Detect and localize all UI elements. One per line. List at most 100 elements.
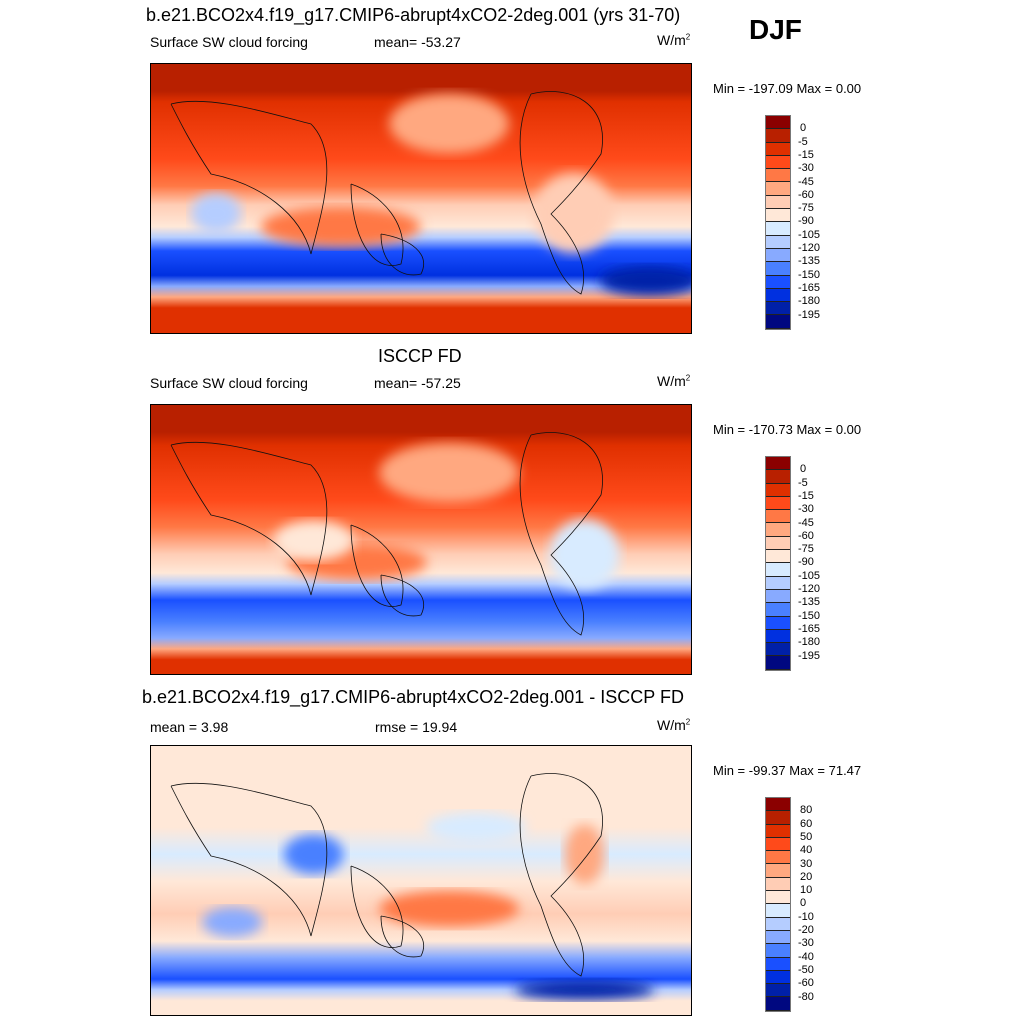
contour-map [150, 63, 692, 334]
colorbar-box [766, 510, 790, 524]
colorbar-box [766, 970, 790, 985]
colorbar-tick-label: -150 [798, 268, 821, 281]
colorbar-box [766, 930, 790, 945]
colorbar-tick-label: -180 [798, 295, 821, 308]
contour-region [260, 206, 421, 247]
colorbar-box [766, 470, 790, 484]
contour-region [514, 979, 655, 1000]
colorbar-box [766, 811, 790, 825]
colorbar-tick-label: -5 [798, 135, 808, 148]
contour-region [426, 812, 527, 843]
colorbar-tick-label: -30 [798, 162, 814, 175]
colorbar-tick-label: -90 [798, 556, 814, 569]
colorbar-box [766, 275, 790, 289]
colorbar-tick-label: -135 [798, 255, 821, 268]
colorbar-tick-label: -165 [798, 622, 821, 635]
variable-label: Surface SW cloud forcing [150, 34, 308, 50]
colorbar-box [766, 616, 790, 630]
colorbar-tick-label: -105 [798, 569, 821, 582]
colorbar-tick-label: -195 [798, 649, 821, 662]
colorbar-tick-label: -15 [798, 489, 814, 502]
colorbar-box [766, 182, 790, 196]
mean-label: mean = 3.98 [150, 719, 229, 735]
colorbar-tick-label: -45 [798, 516, 814, 529]
colorbar-box [766, 536, 790, 551]
mean-label: mean= -53.27 [374, 34, 461, 50]
colorbar-box [766, 798, 790, 812]
colorbar-tick-label: -5 [798, 476, 808, 489]
colorbar-box [766, 917, 790, 931]
colorbar-box [766, 315, 790, 329]
colorbar-box [766, 142, 790, 156]
colorbar-box [766, 997, 790, 1011]
contour-region [202, 907, 263, 938]
colorbar-tick-label: 30 [800, 857, 813, 870]
colorbar-tick-label: -10 [798, 910, 814, 923]
colorbar-box [766, 864, 790, 878]
colorbar-box [766, 302, 790, 316]
colorbar-tick-label: -75 [798, 543, 814, 556]
colorbar-tick-label: 20 [800, 870, 813, 883]
contour-region [191, 193, 242, 234]
rmse-label: rmse = 19.94 [375, 719, 458, 735]
colorbar-box [766, 576, 790, 590]
colorbar-tick-label: -75 [798, 202, 814, 215]
contour-region [389, 93, 510, 154]
colorbar-box [766, 116, 790, 130]
units-label: W/m2 [657, 32, 691, 48]
colorbar-tick-label: -150 [798, 609, 821, 622]
colorbar-tick-label: 60 [800, 817, 813, 830]
colorbar-box [766, 457, 790, 471]
colorbar-tick-label: -135 [798, 596, 821, 609]
colorbar-box [766, 550, 790, 564]
colorbar-box [766, 877, 790, 892]
colorbar-box [766, 155, 790, 170]
colorbar-tick-label: 0 [800, 122, 807, 135]
colorbar-box [766, 629, 790, 644]
coastline [170, 432, 603, 636]
contour-region [273, 520, 354, 561]
mean-label: mean= -57.25 [374, 375, 461, 391]
colorbar-tick-label: 10 [800, 884, 813, 897]
min-max-label: Min = -99.37 Max = 71.47 [713, 763, 862, 778]
colorbar-tick-label: -90 [798, 215, 814, 228]
contour-region [599, 265, 691, 296]
colorbar-tick-label: -30 [798, 937, 814, 950]
colorbar-box [766, 603, 790, 617]
colorbar-tick-label: -195 [798, 308, 821, 321]
contour-region [549, 519, 620, 590]
colorbar [765, 115, 791, 330]
colorbar-tick-label: 50 [800, 830, 813, 843]
colorbar-box [766, 209, 790, 223]
colorbar-tick-label: -20 [798, 924, 814, 936]
colorbar-tick-label: -60 [798, 529, 814, 542]
min-max-label: Min = -197.09 Max = 0.00 [713, 81, 862, 96]
colorbar-tick-label: -40 [798, 950, 814, 963]
colorbar-tick-label: 0 [800, 463, 807, 476]
colorbar-box [766, 984, 790, 998]
contour-map [150, 404, 692, 675]
colorbar-tick-label: 0 [800, 897, 807, 910]
colorbar-tick-label: -60 [798, 188, 814, 201]
colorbar-tick-label: -50 [798, 963, 814, 976]
colorbar-tick-label: -80 [798, 990, 814, 1003]
colorbar-tick-label: 40 [800, 844, 813, 857]
colorbar [765, 797, 791, 1012]
coastline [170, 91, 603, 295]
contour-region [564, 824, 605, 885]
colorbar-tick-label: -60 [798, 977, 814, 990]
contour-region [379, 442, 520, 503]
panel-title: b.e21.BCO2x4.f19_g17.CMIP6-abrupt4xCO2-2… [146, 5, 681, 25]
contour-region [533, 173, 614, 254]
colorbar-box [766, 288, 790, 303]
coastline [170, 773, 603, 977]
colorbar [765, 456, 791, 671]
colorbar-box [766, 523, 790, 537]
colorbar-box [766, 589, 790, 604]
panel-title: b.e21.BCO2x4.f19_g17.CMIP6-abrupt4xCO2-2… [142, 687, 684, 707]
colorbar-tick-label: -15 [798, 148, 814, 161]
colorbar-box [766, 944, 790, 958]
contour-map [150, 745, 692, 1016]
colorbar-box [766, 957, 790, 971]
